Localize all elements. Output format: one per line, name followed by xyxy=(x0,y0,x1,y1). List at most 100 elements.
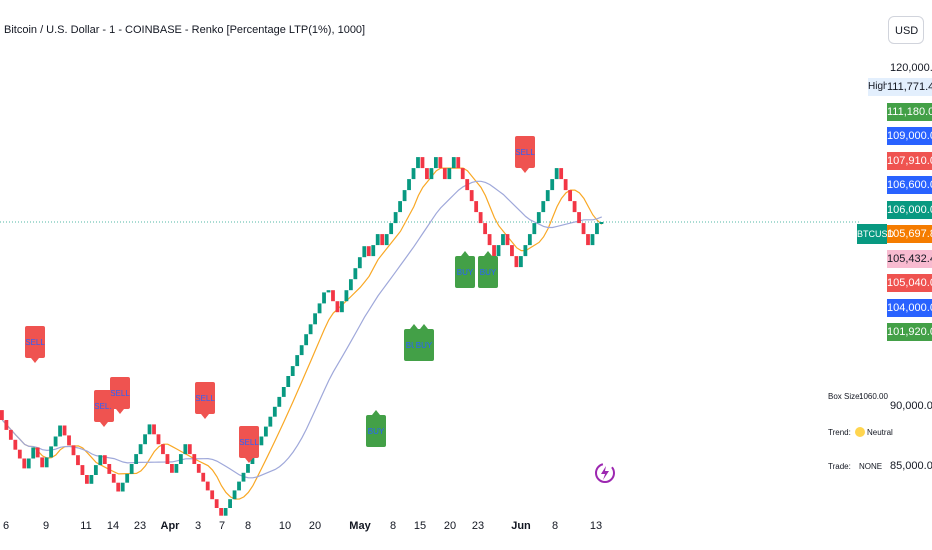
renko-brick xyxy=(246,464,250,473)
renko-brick xyxy=(111,473,116,483)
trend-dot-icon xyxy=(855,427,865,437)
currency-button[interactable]: USD xyxy=(888,16,924,44)
renko-brick xyxy=(344,290,349,302)
trade-value: NONE xyxy=(859,462,883,471)
time-axis-label: 8 xyxy=(389,520,397,532)
time-axis-label: 20 xyxy=(443,520,457,532)
renko-brick xyxy=(590,234,595,246)
renko-brick xyxy=(460,168,465,180)
signal-text: SELL xyxy=(110,389,130,398)
renko-brick xyxy=(331,290,335,302)
renko-brick xyxy=(380,234,385,246)
renko-brick xyxy=(98,455,103,466)
renko-brick xyxy=(456,157,461,169)
price-axis-label: 120,000.00 xyxy=(890,62,932,74)
renko-brick xyxy=(196,464,201,473)
renko-brick xyxy=(223,508,228,516)
renko-brick xyxy=(268,416,273,427)
renko-brick xyxy=(438,157,443,169)
renko-brick xyxy=(371,245,376,257)
renko-brick xyxy=(554,168,559,180)
renko-brick xyxy=(568,190,573,202)
renko-brick xyxy=(483,223,488,235)
renko-brick xyxy=(487,234,492,246)
renko-brick xyxy=(156,434,161,445)
slow-ma-line xyxy=(1,180,602,479)
time-axis-label: 10 xyxy=(278,520,292,532)
renko-brick xyxy=(586,234,590,246)
renko-brick xyxy=(442,168,447,180)
renko-brick xyxy=(295,355,300,367)
sell-signal-label: SELL xyxy=(110,377,130,414)
renko-brick xyxy=(272,406,277,417)
renko-brick xyxy=(451,157,456,169)
renko-brick xyxy=(165,454,170,464)
renko-brick xyxy=(429,168,434,180)
renko-brick xyxy=(58,425,62,437)
renko-brick xyxy=(13,439,18,450)
renko-brick xyxy=(85,475,89,484)
renko-brick xyxy=(577,212,581,224)
renko-brick xyxy=(496,245,501,257)
signal-text: SELL xyxy=(25,338,45,347)
renko-brick xyxy=(263,426,268,437)
renko-brick xyxy=(281,387,286,397)
signal-text: BUY xyxy=(368,427,385,436)
renko-brick xyxy=(116,482,121,492)
trend-row: Trend: Neutral xyxy=(822,427,893,442)
renko-brick xyxy=(89,475,94,484)
renko-brick xyxy=(71,445,76,456)
trade-row: Trade: NONE xyxy=(822,462,892,476)
renko-brick xyxy=(433,157,438,169)
buy-signal-label: BUY xyxy=(414,324,434,361)
chart-title: Bitcoin / U.S. Dollar - 1 - COINBASE - R… xyxy=(4,24,366,36)
sell-signal-label: SELL xyxy=(25,326,45,363)
renko-brick xyxy=(170,464,174,473)
renko-brick xyxy=(402,190,407,202)
renko-brick xyxy=(178,454,183,464)
renko-brick xyxy=(192,454,197,464)
renko-brick xyxy=(26,458,31,469)
renko-brick xyxy=(581,223,586,235)
price-tag: 106,000.00 xyxy=(887,200,932,219)
sell-signal-label: SELL xyxy=(515,136,535,173)
renko-brick xyxy=(232,490,237,500)
renko-brick xyxy=(510,245,514,257)
price-tag: 111,771.43 xyxy=(887,78,932,96)
renko-brick xyxy=(228,499,232,508)
renko-brick xyxy=(299,345,304,356)
renko-brick xyxy=(210,490,215,500)
renko-brick xyxy=(559,168,564,180)
renko-brick xyxy=(219,508,224,516)
renko-brick xyxy=(398,201,402,213)
renko-brick xyxy=(40,457,45,468)
renko-brick xyxy=(107,464,112,474)
renko-brick xyxy=(523,245,528,257)
renko-brick xyxy=(447,168,452,180)
price-tag: 105,697.89 xyxy=(887,225,932,243)
fast-ma-line xyxy=(1,167,603,500)
trade-label: Trade: xyxy=(828,462,851,471)
renko-brick xyxy=(335,301,340,313)
renko-brick xyxy=(31,447,36,459)
renko-chart-plot[interactable]: SELLSELLSELLSELLSELLBUYBUYBUYBUYBUYSELL xyxy=(0,0,860,520)
renko-brick xyxy=(4,420,9,430)
renko-brick xyxy=(237,481,241,491)
renko-brick xyxy=(187,444,192,455)
renko-brick xyxy=(183,444,188,455)
buy-signal-label: BUY xyxy=(455,251,475,288)
signal-text: SELL xyxy=(239,438,259,447)
tradingview-logo-icon[interactable] xyxy=(594,462,616,484)
renko-brick xyxy=(545,190,550,202)
price-axis-label: 85,000.00 xyxy=(890,460,932,472)
renko-brick xyxy=(290,366,295,376)
price-tag: 101,920.00 xyxy=(887,323,932,341)
time-axis-label: Apr xyxy=(160,520,180,532)
renko-brick xyxy=(241,472,246,482)
renko-brick xyxy=(93,465,98,475)
renko-brick xyxy=(214,499,219,508)
renko-brick xyxy=(120,482,125,492)
renko-brick xyxy=(595,223,599,235)
trend-value: Neutral xyxy=(867,428,893,437)
renko-brick xyxy=(317,303,322,314)
